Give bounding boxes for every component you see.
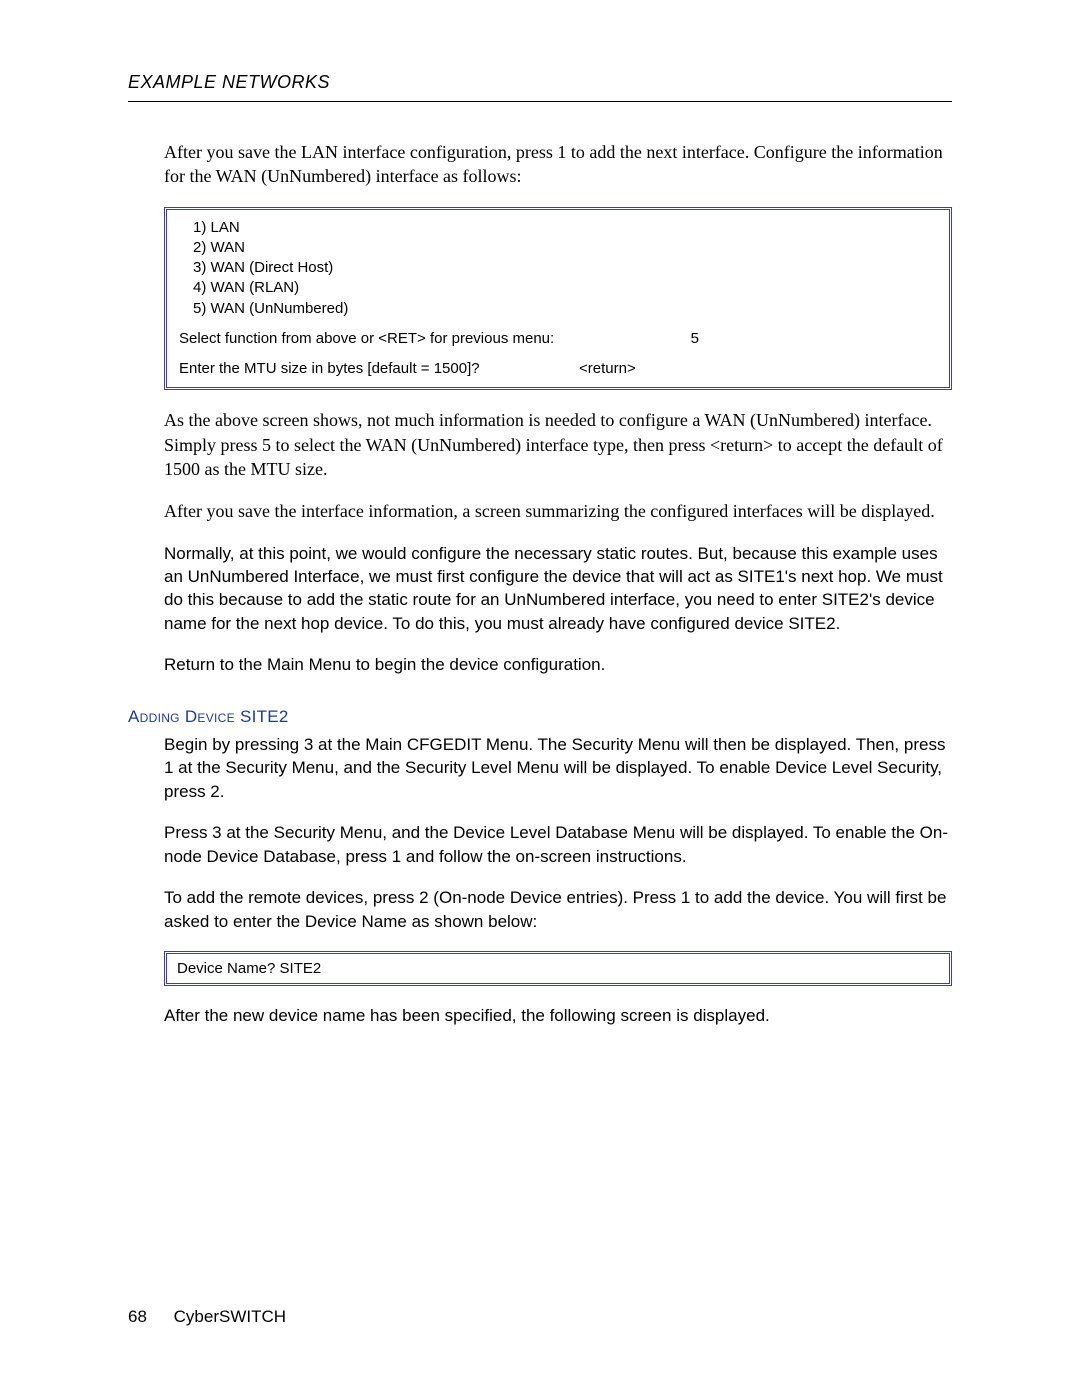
- product-name: CyberSWITCH: [174, 1307, 286, 1326]
- mtu-value: <return>: [579, 359, 699, 379]
- body-paragraph-4: Normally, at this point, we would config…: [164, 542, 952, 636]
- select-value: 5: [579, 329, 699, 349]
- page-footer: 68 CyberSWITCH: [128, 1307, 286, 1327]
- page-content: After you save the LAN interface configu…: [164, 140, 952, 1045]
- after-box-paragraph: After the new device name has been speci…: [164, 1004, 952, 1027]
- body-paragraph-3: After you save the interface information…: [164, 499, 952, 523]
- menu-option-4: 4) WAN (RLAN): [193, 278, 937, 298]
- select-prompt: Select function from above or <RET> for …: [179, 329, 579, 349]
- section-paragraph-6: Begin by pressing 3 at the Main CFGEDIT …: [164, 733, 952, 803]
- header-title: EXAMPLE NETWORKS: [128, 72, 330, 92]
- section-paragraph-7: Press 3 at the Security Menu, and the De…: [164, 821, 952, 868]
- terminal-device-name: Device Name? SITE2: [164, 951, 952, 986]
- menu-option-2: 2) WAN: [193, 238, 937, 258]
- page: EXAMPLE NETWORKS After you save the LAN …: [0, 0, 1080, 1397]
- menu-option-5: 5) WAN (UnNumbered): [193, 299, 937, 319]
- terminal-menu-options: 1) LAN 2) WAN 3) WAN (Direct Host) 4) WA…: [179, 218, 937, 319]
- menu-option-3: 3) WAN (Direct Host): [193, 258, 937, 278]
- menu-option-1: 1) LAN: [193, 218, 937, 238]
- page-header: EXAMPLE NETWORKS: [128, 72, 952, 102]
- page-number: 68: [128, 1307, 147, 1326]
- terminal-mtu-row: Enter the MTU size in bytes [default = 1…: [179, 359, 937, 379]
- device-name-line: Device Name? SITE2: [177, 960, 321, 977]
- section-heading-adding-device: Adding Device SITE2: [128, 707, 952, 727]
- body-paragraph-2: As the above screen shows, not much info…: [164, 408, 952, 481]
- mtu-prompt: Enter the MTU size in bytes [default = 1…: [179, 359, 579, 379]
- terminal-interface-menu: 1) LAN 2) WAN 3) WAN (Direct Host) 4) WA…: [164, 207, 952, 391]
- body-paragraph-5: Return to the Main Menu to begin the dev…: [164, 653, 952, 676]
- section-paragraph-8: To add the remote devices, press 2 (On-n…: [164, 886, 952, 933]
- intro-paragraph: After you save the LAN interface configu…: [164, 140, 952, 189]
- terminal-select-row: Select function from above or <RET> for …: [179, 329, 937, 349]
